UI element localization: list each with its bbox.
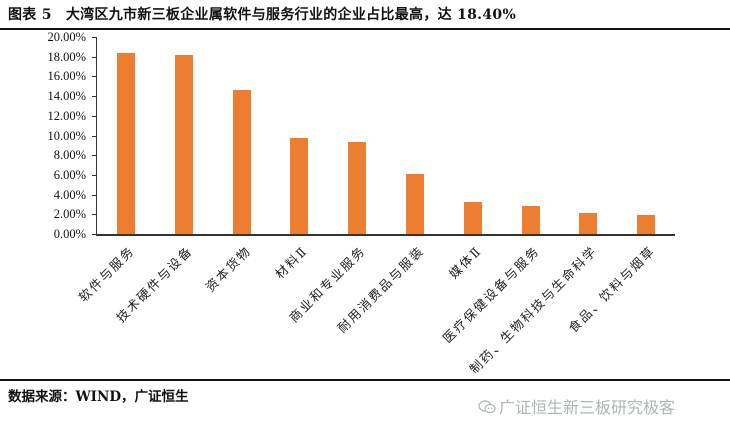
figure-number: 图表 5 <box>8 7 52 23</box>
bar <box>406 173 424 234</box>
y-tick <box>92 37 97 38</box>
bar <box>579 213 598 234</box>
x-tick-label: 医疗保健设备与服务 <box>439 242 543 346</box>
data-source: 数据来源：WIND，广证恒生 <box>8 389 189 405</box>
y-tick-label: 12.00% <box>47 108 86 123</box>
chart-title: 图表 5 大湾区九市新三板企业属软件与服务行业的企业占比最高，达 18.40% <box>8 4 516 24</box>
title-text: 大湾区九市新三板企业属软件与服务行业的企业占比最高，达 18.40% <box>65 7 517 23</box>
y-tick <box>92 155 97 157</box>
y-tick <box>92 194 97 196</box>
bar <box>637 215 656 234</box>
y-tick-label: 6.00% <box>53 167 86 182</box>
y-tick <box>92 234 97 235</box>
bar <box>348 142 367 234</box>
bar <box>117 52 135 234</box>
y-tick-label: 18.00% <box>47 49 86 64</box>
watermark-text: 广证恒生新三板研究极客 <box>499 398 676 417</box>
bottom-rule <box>0 379 730 381</box>
bar <box>232 90 251 234</box>
watermark: 广证恒生新三板研究极客 <box>478 394 675 418</box>
y-tick <box>92 135 97 137</box>
y-tick-label: 8.00% <box>53 148 86 163</box>
bar <box>521 206 540 234</box>
x-tick-label: 材料Ⅱ <box>272 242 311 282</box>
x-tick-label: 媒体Ⅱ <box>445 242 485 282</box>
y-tick <box>92 76 97 78</box>
bar-chart: 0.00% 2.00% 4.00% 6.00% 8.00% 10.00% 12.00% 14.… <box>47 30 675 377</box>
y-tick-label: 14.00% <box>47 89 86 104</box>
y-tick-label: 10.00% <box>47 128 86 143</box>
y-tick <box>92 115 97 117</box>
y-tick-label: 4.00% <box>53 187 86 202</box>
y-tick-label: 2.00% <box>53 207 86 222</box>
top-rule <box>0 28 730 30</box>
y-tick-label: 20.00% <box>47 30 86 44</box>
y-tick <box>92 96 97 98</box>
bar <box>290 138 309 234</box>
x-axis <box>96 234 675 236</box>
wechat-icon <box>478 400 496 414</box>
y-tick <box>92 56 97 58</box>
y-tick <box>92 174 97 176</box>
bar <box>174 54 193 234</box>
y-tick <box>92 214 97 216</box>
y-tick-label: 0.00% <box>53 227 86 241</box>
x-tick-label: 资本货物 <box>201 242 254 295</box>
y-tick-label: 16.00% <box>47 69 86 84</box>
bar <box>463 202 482 234</box>
